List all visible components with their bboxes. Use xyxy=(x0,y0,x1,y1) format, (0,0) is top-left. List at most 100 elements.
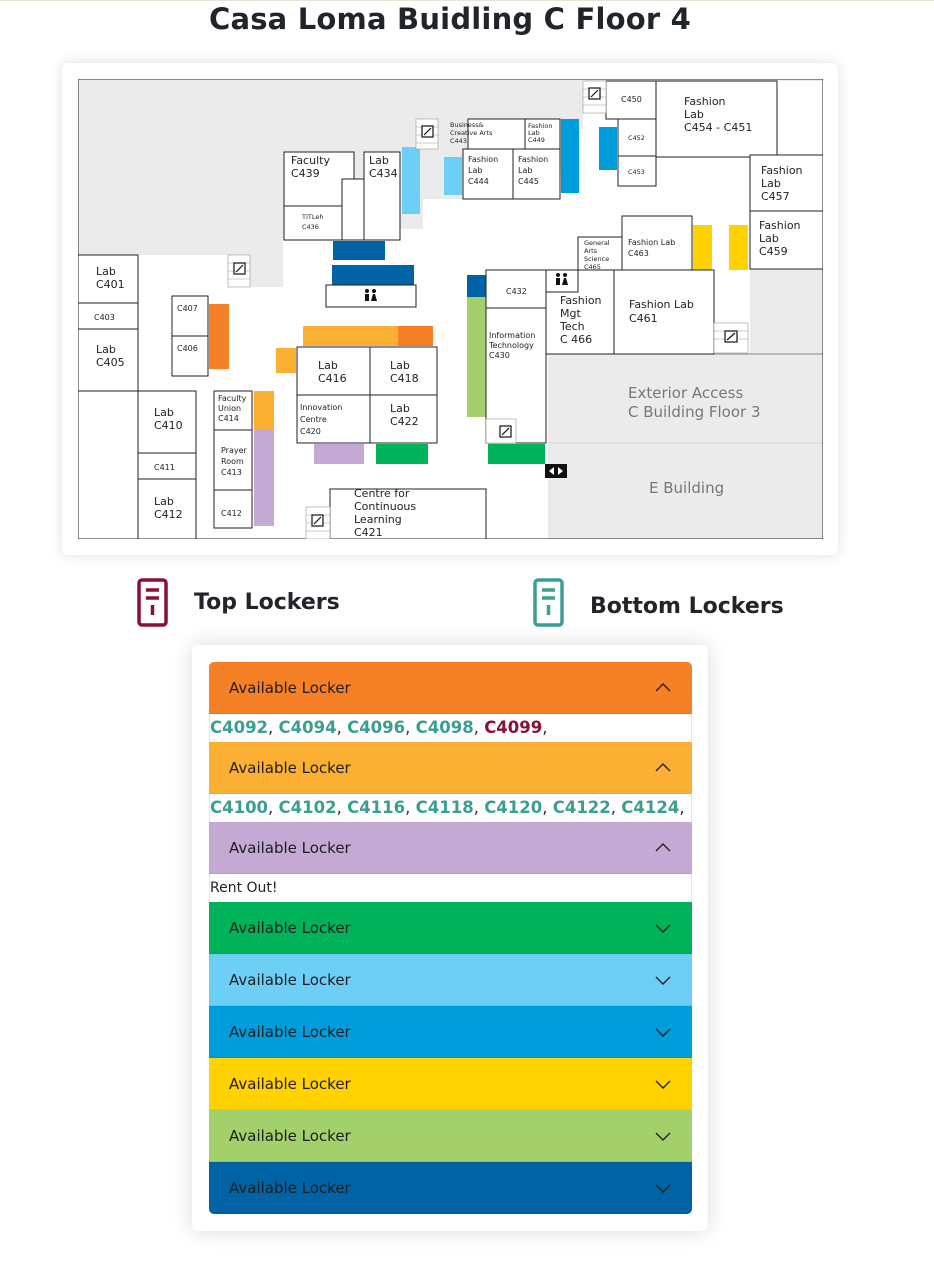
accordion-header-7[interactable]: Available Locker xyxy=(209,1058,692,1110)
accordion-title: Available Locker xyxy=(229,678,351,697)
accordion-header-2[interactable]: Available Locker xyxy=(209,742,692,794)
chevron-down-icon[interactable] xyxy=(654,1179,672,1197)
room-c420-line2: Centre xyxy=(300,415,327,424)
room-c439-line2: C439 xyxy=(291,167,320,180)
locker-icon xyxy=(137,578,168,627)
separator: , xyxy=(405,718,416,737)
room-c459-line2: Lab xyxy=(759,232,779,245)
separator: , xyxy=(473,718,485,737)
room-c453: C453 xyxy=(628,168,645,176)
room-c466-line4: C 466 xyxy=(560,333,592,346)
accordion-header-3[interactable]: Available Locker xyxy=(209,822,692,874)
locker-link[interactable]: C4096 xyxy=(347,718,406,737)
chevron-up-icon[interactable] xyxy=(654,839,672,857)
room-c413-line2: Room xyxy=(221,457,244,466)
accordion-header-6[interactable]: Available Locker xyxy=(209,1006,692,1058)
separator: , xyxy=(405,798,416,817)
chevron-up-icon[interactable] xyxy=(654,759,672,777)
locker-link[interactable]: C4098 xyxy=(415,718,474,737)
locker-link[interactable]: C4120 xyxy=(484,798,543,817)
room-c405-line2: C405 xyxy=(96,356,125,369)
legend-bottom-lockers: Bottom Lockers xyxy=(533,578,784,627)
locker-link[interactable]: C4116 xyxy=(347,798,406,817)
locker-link[interactable]: C4122 xyxy=(552,798,611,817)
chevron-down-icon[interactable] xyxy=(654,971,672,989)
room-c459-line1: Fashion xyxy=(759,219,801,232)
accordion-header-9[interactable]: Available Locker xyxy=(209,1162,692,1214)
room-c407: C407 xyxy=(177,304,198,313)
room-c412-line2: C412 xyxy=(154,508,183,521)
accordion-header-5[interactable]: Available Locker xyxy=(209,954,692,1006)
locker-link[interactable]: C4094 xyxy=(278,718,337,737)
accordion-title: Available Locker xyxy=(229,838,351,857)
room-c443-line2: Creative Arts xyxy=(450,129,493,137)
separator: , xyxy=(542,718,548,737)
room-c466-line2: Mgt xyxy=(560,307,581,320)
room-c420-line3: C420 xyxy=(300,427,321,436)
accordion-title: Available Locker xyxy=(229,758,351,777)
room-c430-line3: C430 xyxy=(489,351,510,360)
room-c413-line3: C413 xyxy=(221,468,242,477)
separator: , xyxy=(610,798,622,817)
locker-link[interactable]: C4092 xyxy=(210,718,269,737)
e-building-label: E Building xyxy=(649,479,724,497)
separator: , xyxy=(542,798,553,817)
room-c434-line2: C434 xyxy=(369,167,398,180)
accordion-body-3: Rent Out! xyxy=(209,874,692,902)
accordion-title: Available Locker xyxy=(229,1126,351,1145)
locker-link[interactable]: C4102 xyxy=(278,798,337,817)
room-c414-line2: Union xyxy=(218,404,241,413)
room-c430-line1: Information xyxy=(489,331,535,340)
accordion-header-1[interactable]: Available Locker xyxy=(209,662,692,714)
room-c414-line1: Faculty xyxy=(218,394,247,403)
separator: , xyxy=(336,798,348,817)
accordion-body-2: C4100, C4102, C4116, C4118, C4120, C4122… xyxy=(209,794,692,822)
room-c432: C432 xyxy=(506,287,527,296)
room-c452: C452 xyxy=(628,134,645,142)
legend-bottom-label: Bottom Lockers xyxy=(590,594,784,619)
chevron-down-icon[interactable] xyxy=(654,1127,672,1145)
locker-link[interactable]: C4118 xyxy=(415,798,474,817)
room-c418-line2: C418 xyxy=(390,372,419,385)
locker-link[interactable]: C4100 xyxy=(210,798,269,817)
room-c444-line3: C444 xyxy=(468,177,489,186)
chevron-down-icon[interactable] xyxy=(654,1023,672,1041)
floor-map: Lab C401 C403 Lab C405 C407 C406 Lab C410 C… xyxy=(78,79,823,539)
locker-link[interactable]: C4124 xyxy=(621,798,680,817)
room-c454-line2: Lab xyxy=(684,108,704,121)
room-c454-line3: C454 - C451 xyxy=(684,121,752,134)
chevron-up-icon[interactable] xyxy=(654,679,672,697)
room-c401-line1: Lab xyxy=(96,265,116,278)
status-text: Rent Out! xyxy=(210,880,278,896)
room-c413-line1: Prayer xyxy=(221,446,248,455)
room-c406: C406 xyxy=(177,344,198,353)
accordion-header-8[interactable]: Available Locker xyxy=(209,1110,692,1162)
chevron-down-icon[interactable] xyxy=(654,1075,672,1093)
separator: , xyxy=(336,718,348,737)
accordion-header-4[interactable]: Available Locker xyxy=(209,902,692,954)
locker-link[interactable]: C4099 xyxy=(484,718,543,737)
room-c449-line3: C449 xyxy=(528,136,545,144)
room-c439-line1: Faculty xyxy=(291,154,330,167)
room-c450: C450 xyxy=(621,95,642,104)
floor-map-card: Lab C401 C403 Lab C405 C407 C406 Lab C410 C… xyxy=(62,63,838,555)
room-c445-line1: Fashion xyxy=(518,155,548,164)
room-c459-line3: C459 xyxy=(759,245,788,258)
accordion-title: Available Locker xyxy=(229,1178,351,1197)
chevron-down-icon[interactable] xyxy=(654,919,672,937)
exterior-access-line1: Exterior Access xyxy=(628,384,743,402)
room-c421-line2: Continuous xyxy=(354,500,416,513)
locker-accordion-card: Available Locker C4092, C4094, C4096, C40… xyxy=(192,645,708,1231)
accordion-title: Available Locker xyxy=(229,918,351,937)
